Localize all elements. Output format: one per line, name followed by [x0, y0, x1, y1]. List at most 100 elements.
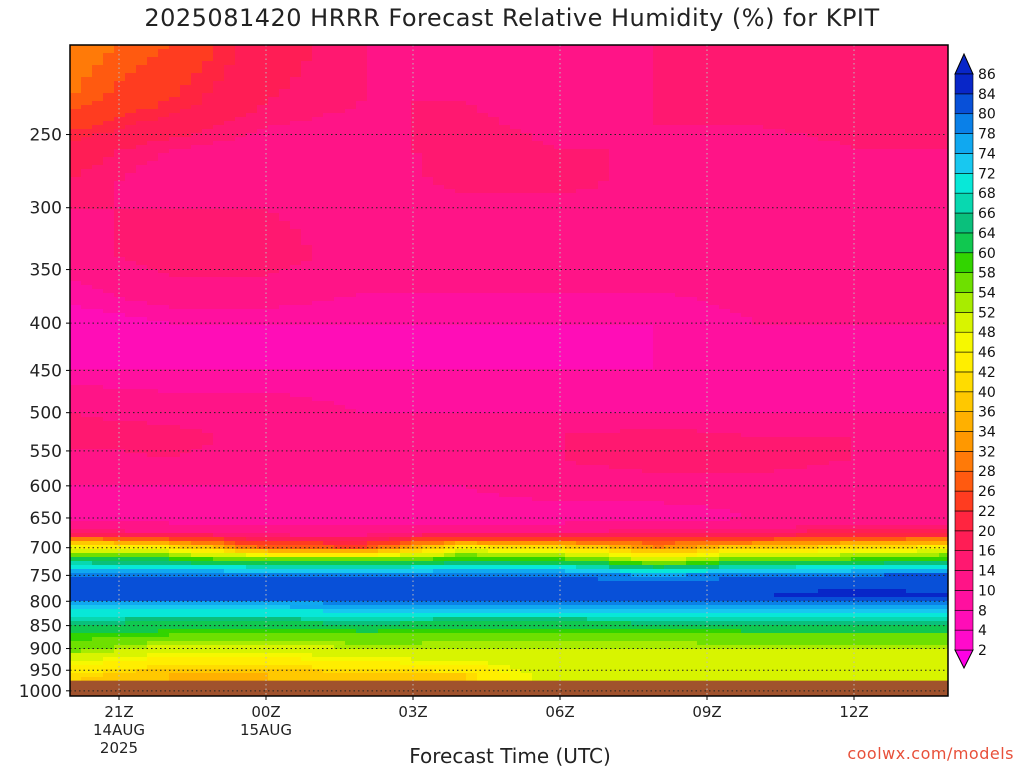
- rh-cell: [103, 461, 115, 466]
- rh-cell: [345, 257, 357, 262]
- rh-cell: [290, 609, 302, 614]
- rh-cell: [312, 441, 324, 446]
- rh-cell: [323, 281, 335, 286]
- rh-cell: [92, 73, 104, 78]
- rh-cell: [235, 505, 247, 510]
- rh-cell: [279, 93, 291, 98]
- rh-cell: [246, 81, 258, 86]
- rh-cell: [81, 665, 93, 670]
- rh-cell: [268, 169, 280, 174]
- rh-cell: [81, 281, 93, 286]
- rh-cell: [312, 45, 324, 50]
- rh-cell: [213, 521, 225, 526]
- rh-cell: [367, 201, 379, 206]
- rh-cell: [378, 449, 390, 454]
- rh-cell: [268, 209, 280, 214]
- rh-cell: [345, 149, 357, 154]
- rh-cell: [81, 585, 93, 590]
- rh-cell: [202, 305, 214, 310]
- rh-cell: [246, 481, 258, 486]
- rh-cell: [81, 469, 93, 474]
- rh-cell: [92, 625, 104, 630]
- rh-cell: [235, 565, 247, 570]
- rh-cell: [301, 249, 313, 254]
- rh-cell: [334, 409, 346, 414]
- rh-cell: [125, 501, 137, 506]
- rh-cell: [125, 473, 137, 478]
- rh-cell: [356, 589, 368, 594]
- rh-cell: [279, 437, 291, 442]
- rh-cell: [312, 469, 324, 474]
- rh-cell: [345, 501, 357, 506]
- rh-cell: [378, 65, 390, 70]
- rh-cell: [169, 389, 181, 394]
- rh-cell: [246, 133, 258, 138]
- rh-cell: [224, 337, 236, 342]
- rh-cell: [169, 529, 181, 534]
- rh-cell: [70, 209, 82, 214]
- rh-cell: [81, 45, 93, 50]
- rh-cell: [202, 657, 214, 662]
- rh-cell: [92, 313, 104, 318]
- rh-cell: [92, 637, 104, 642]
- rh-cell: [191, 457, 203, 462]
- rh-cell: [301, 109, 313, 114]
- rh-cell: [235, 373, 247, 378]
- rh-cell: [169, 213, 181, 218]
- rh-cell: [92, 389, 104, 394]
- rh-cell: [191, 397, 203, 402]
- rh-cell: [158, 81, 170, 86]
- rh-cell: [147, 357, 159, 362]
- rh-cell: [334, 145, 346, 150]
- rh-cell: [389, 621, 401, 626]
- rh-cell: [290, 189, 302, 194]
- rh-cell: [147, 509, 159, 514]
- rh-cell: [323, 85, 335, 90]
- rh-cell: [279, 57, 291, 62]
- rh-cell: [213, 193, 225, 198]
- rh-cell: [367, 497, 379, 502]
- rh-cell: [191, 249, 203, 254]
- rh-cell: [290, 537, 302, 542]
- rh-cell: [180, 321, 192, 326]
- rh-cell: [334, 245, 346, 250]
- rh-cell: [191, 529, 203, 534]
- rh-cell: [81, 541, 93, 546]
- rh-cell: [246, 605, 258, 610]
- rh-cell: [202, 509, 214, 514]
- rh-cell: [323, 549, 335, 554]
- rh-cell: [290, 229, 302, 234]
- rh-cell: [180, 357, 192, 362]
- rh-cell: [70, 589, 82, 594]
- rh-cell: [81, 117, 93, 122]
- rh-cell: [81, 341, 93, 346]
- rh-cell: [180, 97, 192, 102]
- rh-cell: [290, 649, 302, 654]
- rh-cell: [400, 153, 412, 158]
- rh-cell: [147, 641, 159, 646]
- rh-cell: [158, 141, 170, 146]
- rh-cell: [301, 441, 313, 446]
- rh-cell: [312, 313, 324, 318]
- rh-cell: [257, 653, 269, 658]
- rh-cell: [334, 213, 346, 218]
- rh-cell: [158, 129, 170, 134]
- rh-cell: [356, 113, 368, 118]
- rh-cell: [70, 385, 82, 390]
- rh-cell: [70, 217, 82, 222]
- rh-cell: [389, 357, 401, 362]
- rh-cell: [70, 261, 82, 266]
- rh-cell: [81, 517, 93, 522]
- rh-cell: [268, 365, 280, 370]
- rh-cell: [279, 205, 291, 210]
- rh-cell: [213, 477, 225, 482]
- rh-cell: [70, 161, 82, 166]
- rh-cell: [147, 533, 159, 538]
- rh-cell: [389, 305, 401, 310]
- rh-cell: [279, 129, 291, 134]
- rh-cell: [301, 273, 313, 278]
- rh-cell: [334, 405, 346, 410]
- rh-cell: [70, 505, 82, 510]
- rh-cell: [246, 441, 258, 446]
- rh-cell: [202, 537, 214, 542]
